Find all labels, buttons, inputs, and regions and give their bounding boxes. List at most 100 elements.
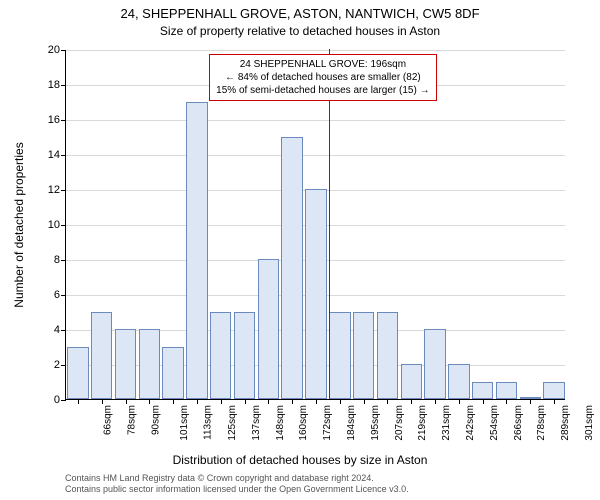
grid-line	[66, 50, 565, 51]
x-tick-label: 301sqm	[584, 405, 595, 441]
histogram-bar	[210, 312, 231, 400]
histogram-bar	[401, 364, 422, 399]
histogram-bar	[305, 189, 326, 399]
y-tick-label: 10	[48, 219, 60, 231]
footer-line-1: Contains HM Land Registry data © Crown c…	[65, 473, 409, 484]
plot-area: 0246810121416182066sqm78sqm90sqm101sqm11…	[65, 50, 565, 400]
x-tick-mark	[435, 399, 436, 404]
histogram-chart: 24, SHEPPENHALL GROVE, ASTON, NANTWICH, …	[0, 0, 600, 500]
x-tick-mark	[483, 399, 484, 404]
x-tick-label: 148sqm	[275, 405, 286, 441]
histogram-bar	[353, 312, 374, 400]
x-tick-label: 184sqm	[346, 405, 357, 441]
y-tick-mark	[61, 50, 66, 51]
y-tick-label: 20	[48, 44, 60, 56]
x-tick-mark	[292, 399, 293, 404]
histogram-bar	[543, 382, 564, 400]
y-tick-label: 4	[54, 324, 60, 336]
x-tick-label: 66sqm	[102, 405, 113, 435]
x-tick-mark	[530, 399, 531, 404]
footer-line-2: Contains public sector information licen…	[65, 484, 409, 495]
histogram-bar	[115, 329, 136, 399]
x-tick-label: 78sqm	[126, 405, 137, 435]
x-tick-label: 172sqm	[322, 405, 333, 441]
footer-attribution: Contains HM Land Registry data © Crown c…	[65, 473, 409, 496]
y-tick-label: 16	[48, 114, 60, 126]
x-tick-mark	[411, 399, 412, 404]
y-tick-mark	[61, 295, 66, 296]
histogram-bar	[472, 382, 493, 400]
x-tick-label: 137sqm	[251, 405, 262, 441]
histogram-bar	[496, 382, 517, 400]
x-tick-label: 160sqm	[298, 405, 309, 441]
x-tick-mark	[364, 399, 365, 404]
x-tick-mark	[102, 399, 103, 404]
histogram-bar	[329, 312, 350, 400]
y-tick-mark	[61, 365, 66, 366]
histogram-bar	[281, 137, 302, 400]
histogram-bar	[139, 329, 160, 399]
annotation-line: 15% of semi-detached houses are larger (…	[216, 84, 429, 97]
y-tick-label: 12	[48, 184, 60, 196]
y-tick-label: 8	[54, 254, 60, 266]
x-tick-mark	[459, 399, 460, 404]
y-tick-label: 14	[48, 149, 60, 161]
x-tick-label: 113sqm	[202, 405, 213, 440]
x-tick-mark	[126, 399, 127, 404]
x-tick-label: 242sqm	[465, 405, 476, 441]
grid-line	[66, 120, 565, 121]
x-tick-mark	[316, 399, 317, 404]
x-tick-label: 207sqm	[394, 405, 405, 441]
histogram-bar	[91, 312, 112, 400]
x-tick-label: 125sqm	[227, 405, 238, 441]
annotation-line: ← 84% of detached houses are smaller (82…	[216, 71, 429, 84]
property-marker-line	[329, 49, 330, 399]
y-tick-label: 6	[54, 289, 60, 301]
y-tick-mark	[61, 120, 66, 121]
x-tick-label: 266sqm	[513, 405, 524, 441]
histogram-bar	[67, 347, 88, 400]
x-tick-mark	[506, 399, 507, 404]
y-tick-mark	[61, 190, 66, 191]
annotation-box: 24 SHEPPENHALL GROVE: 196sqm← 84% of det…	[209, 54, 436, 101]
x-tick-mark	[340, 399, 341, 404]
x-tick-mark	[149, 399, 150, 404]
x-tick-mark	[173, 399, 174, 404]
x-tick-label: 254sqm	[489, 405, 500, 441]
y-tick-mark	[61, 85, 66, 86]
histogram-bar	[258, 259, 279, 399]
histogram-bar	[162, 347, 183, 400]
grid-line	[66, 155, 565, 156]
y-tick-mark	[61, 330, 66, 331]
histogram-bar	[234, 312, 255, 400]
x-axis-label: Distribution of detached houses by size …	[0, 453, 600, 467]
y-tick-mark	[61, 400, 66, 401]
y-tick-mark	[61, 260, 66, 261]
histogram-bar	[424, 329, 445, 399]
histogram-bar	[448, 364, 469, 399]
x-tick-label: 101sqm	[179, 405, 190, 441]
y-axis-label: Number of detached properties	[12, 142, 26, 307]
histogram-bar	[377, 312, 398, 400]
y-tick-label: 18	[48, 79, 60, 91]
x-tick-mark	[197, 399, 198, 404]
x-tick-mark	[221, 399, 222, 404]
x-tick-label: 195sqm	[370, 405, 381, 441]
y-tick-label: 0	[54, 394, 60, 406]
y-tick-mark	[61, 155, 66, 156]
chart-subtitle: Size of property relative to detached ho…	[0, 24, 600, 38]
x-tick-label: 231sqm	[441, 405, 452, 441]
x-tick-mark	[78, 399, 79, 404]
x-tick-mark	[387, 399, 388, 404]
y-tick-mark	[61, 225, 66, 226]
x-tick-label: 278sqm	[537, 405, 548, 441]
x-tick-mark	[268, 399, 269, 404]
x-tick-label: 90sqm	[150, 405, 161, 435]
histogram-bar	[186, 102, 207, 400]
x-tick-label: 289sqm	[560, 405, 571, 441]
x-tick-mark	[554, 399, 555, 404]
annotation-line: 24 SHEPPENHALL GROVE: 196sqm	[216, 58, 429, 71]
chart-title: 24, SHEPPENHALL GROVE, ASTON, NANTWICH, …	[0, 6, 600, 21]
x-tick-label: 219sqm	[418, 405, 429, 441]
y-tick-label: 2	[54, 359, 60, 371]
